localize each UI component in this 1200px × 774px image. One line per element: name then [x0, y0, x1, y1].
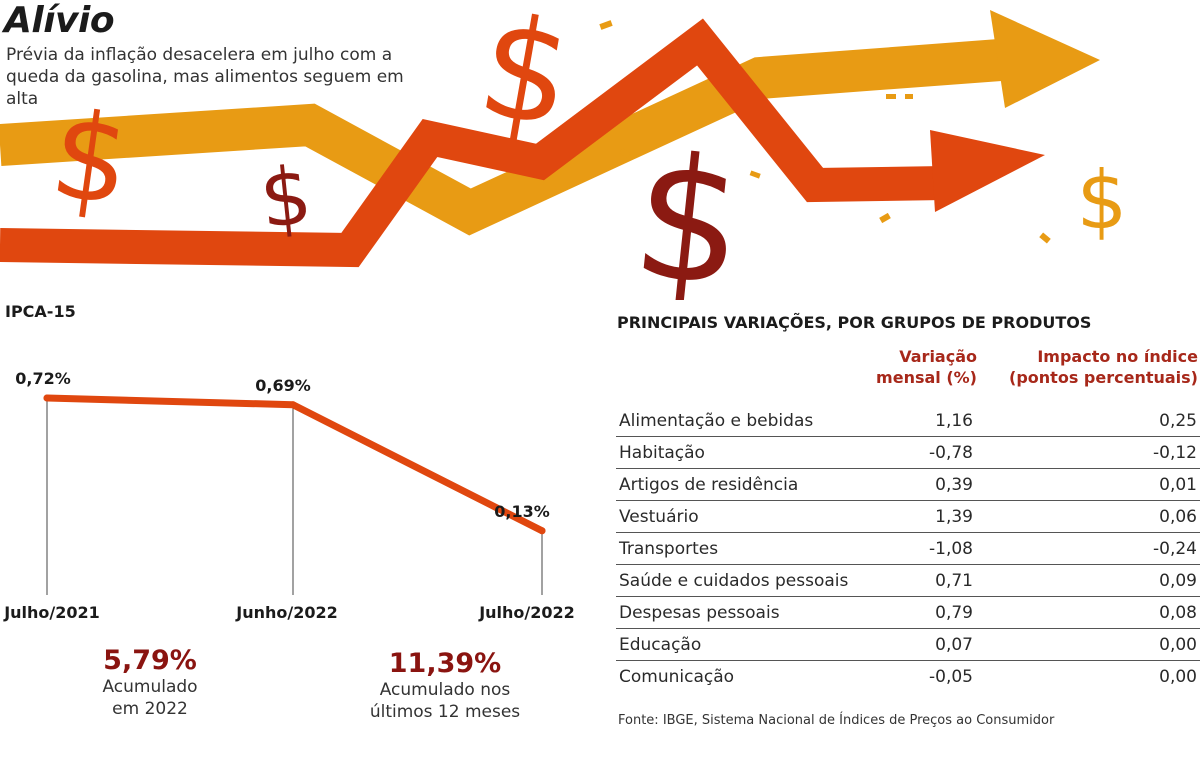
red-trend-arrow	[0, 18, 946, 268]
table-row: Artigos de residência 0,39 0,01	[616, 468, 1200, 501]
data-point	[538, 527, 546, 535]
table-row: Educação 0,07 0,00	[616, 628, 1200, 661]
red-arrowhead	[930, 130, 1045, 212]
table-row: Despesas pessoais 0,79 0,08	[616, 596, 1200, 629]
data-label: 0,13%	[494, 502, 550, 521]
confetti	[905, 94, 913, 99]
table-row: Vestuário 1,39 0,06	[616, 500, 1200, 533]
page-title: Alívio	[4, 0, 115, 41]
stat-accumulated-2022: 5,79% Acumulado em 2022	[60, 645, 240, 720]
stat-accumulated-12-months: 11,39% Acumulado nos últimos 12 meses	[345, 648, 545, 723]
group-cell: Educação	[616, 628, 866, 661]
impacto-cell: 0,25	[976, 405, 1200, 437]
yellow-trend-arrow	[0, 39, 1002, 236]
table-row: Saúde e cuidados pessoais 0,71 0,09	[616, 564, 1200, 597]
data-point	[43, 394, 51, 402]
column-header-impacto: Impacto no índice (pontos percentuais)	[990, 346, 1198, 388]
data-point	[289, 401, 297, 409]
column-header-line: mensal (%)	[876, 368, 977, 387]
groups-table: Alimentação e bebidas 1,16 0,25 Habitação -0…	[616, 405, 1200, 692]
dollar-icon: $	[625, 118, 753, 300]
confetti	[599, 20, 613, 30]
impacto-cell: 0,00	[976, 628, 1200, 661]
column-header-variacao: Variação mensal (%)	[820, 346, 977, 388]
x-tick-label: Julho/2022	[478, 603, 575, 622]
variacao-cell: 0,39	[866, 468, 976, 501]
group-cell: Saúde e cuidados pessoais	[616, 564, 866, 597]
data-label: 0,72%	[15, 369, 71, 388]
confetti	[886, 94, 896, 99]
stat-value: 5,79%	[103, 645, 197, 676]
impacto-cell: 0,00	[1159, 666, 1197, 687]
source-note: Fonte: IBGE, Sistema Nacional de Índices…	[618, 713, 1055, 728]
impacto-cell: 0,08	[976, 596, 1200, 629]
group-cell: Habitação	[616, 436, 866, 469]
column-header-line: Variação	[899, 347, 977, 366]
variacao-cell: -1,08	[866, 532, 976, 565]
stat-value: 11,39%	[388, 648, 502, 679]
group-cell: Vestuário	[616, 500, 866, 533]
impacto-cell: 0,09	[976, 564, 1200, 597]
confetti	[1039, 232, 1051, 244]
dollar-icon: $	[256, 149, 316, 247]
x-tick-label: Julho/2021	[3, 603, 100, 622]
confetti	[749, 170, 761, 179]
group-cell: Comunicação	[619, 666, 735, 687]
table-row: Habitação -0,78 -0,12	[616, 436, 1200, 469]
variacao-cell: 0,71	[866, 564, 976, 597]
variacao-cell: -0,78	[866, 436, 976, 469]
stat-caption-line: Acumulado nos	[379, 680, 511, 700]
variacao-cell: 1,16	[866, 405, 976, 437]
variacao-cell: 1,39	[866, 500, 976, 533]
ipca-line-chart: 0,72% 0,69% 0,13% Julho/2021 Junho/2022 Julho…	[3, 369, 575, 622]
dollar-icon: $	[1077, 154, 1128, 247]
page-subtitle: Prévia da inflação desacelera em julho c…	[6, 45, 404, 109]
impacto-cell: 0,01	[976, 468, 1200, 501]
stat-caption-line: últimos 12 meses	[369, 702, 521, 722]
ipca-series-line	[43, 394, 546, 535]
group-cell: Artigos de residência	[616, 468, 866, 501]
group-cell: Alimentação e bebidas	[616, 405, 866, 437]
column-header-line: Impacto no índice	[1037, 347, 1198, 366]
data-label: 0,69%	[255, 376, 311, 395]
x-tick-label: Junho/2022	[235, 603, 338, 622]
table-row: Comunicação -0,05 0,00	[616, 661, 1200, 693]
stat-caption-line: em 2022	[112, 699, 188, 719]
stat-caption-line: Acumulado	[102, 677, 198, 697]
hero-illustration: $ $ $ $ $	[0, 0, 1128, 300]
table-title: PRINCIPAIS VARIAÇÕES, POR GRUPOS DE PROD…	[617, 313, 1092, 332]
table-row: Alimentação e bebidas 1,16 0,25	[616, 405, 1200, 437]
variacao-cell: 0,79	[866, 596, 976, 629]
impacto-cell: -0,24	[976, 532, 1200, 565]
variacao-cell: -0,05	[929, 666, 973, 687]
impacto-cell: -0,12	[976, 436, 1200, 469]
column-header-line: (pontos percentuais)	[1009, 368, 1198, 387]
group-cell: Despesas pessoais	[616, 596, 866, 629]
impacto-cell: 0,06	[976, 500, 1200, 533]
confetti	[879, 212, 891, 224]
variacao-cell: 0,07	[866, 628, 976, 661]
table-row: Transportes -1,08 -0,24	[616, 532, 1200, 565]
confetti	[619, 147, 631, 159]
yellow-arrowhead	[990, 10, 1100, 108]
ipca-chart-title: IPCA-15	[5, 302, 76, 321]
group-cell: Transportes	[616, 532, 866, 565]
